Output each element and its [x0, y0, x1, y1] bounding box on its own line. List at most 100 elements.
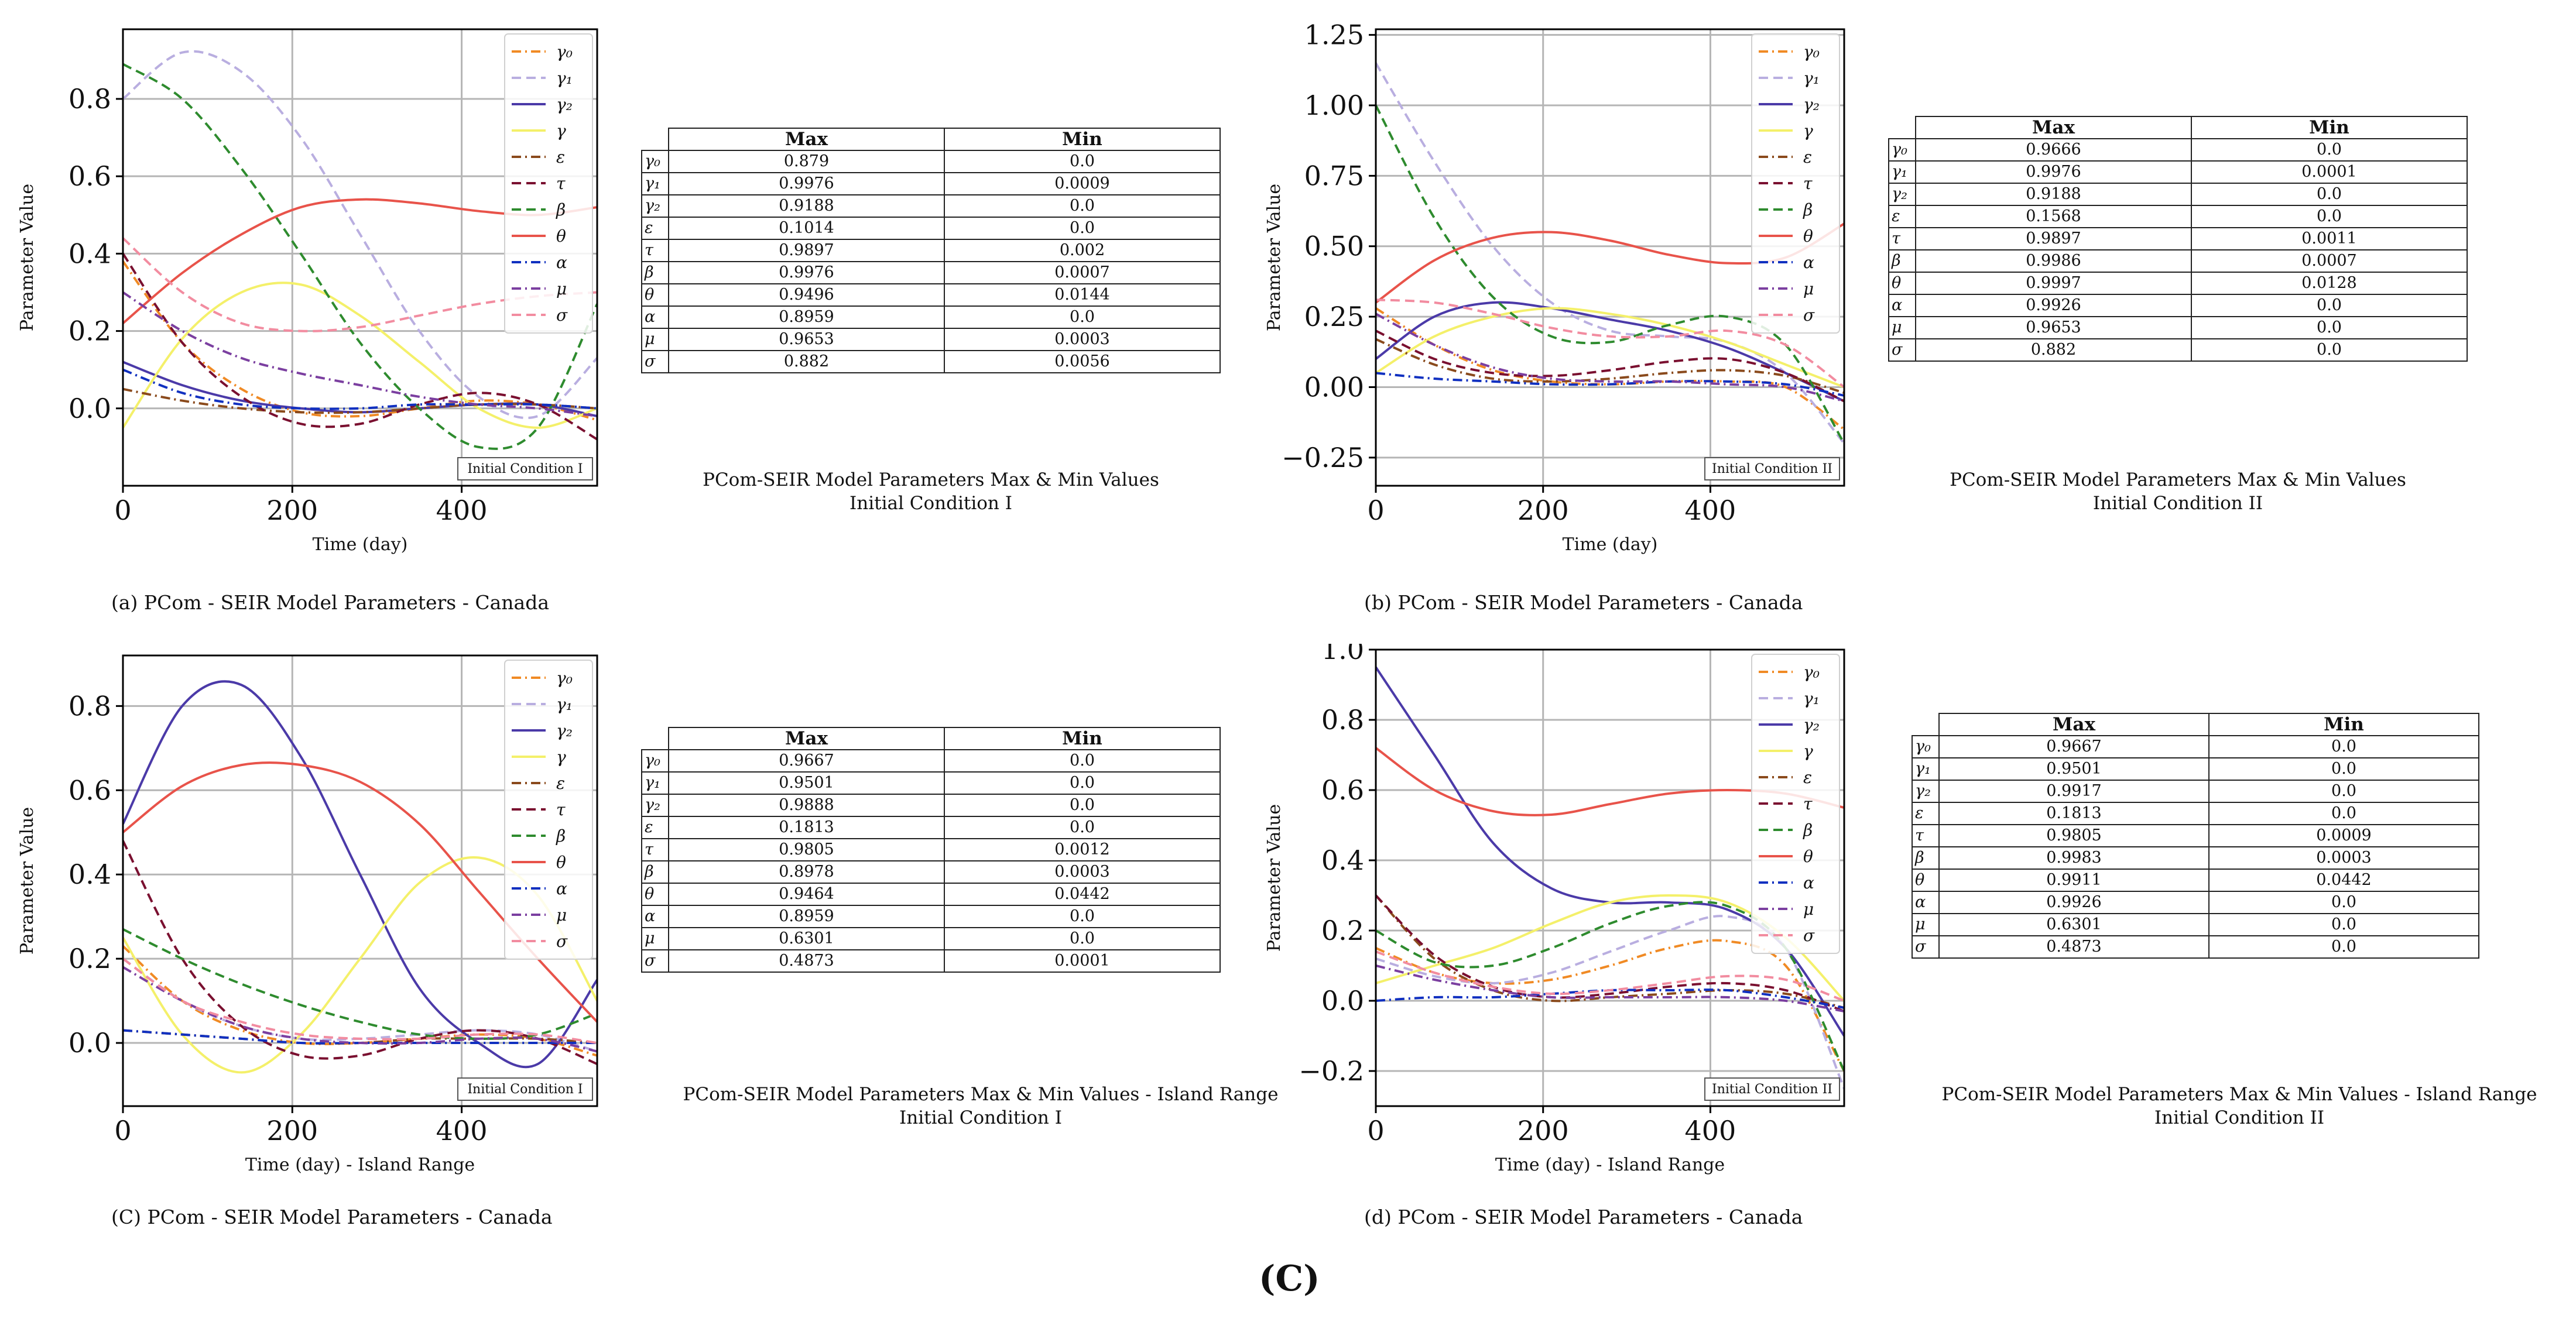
series-line: [1376, 939, 1844, 1072]
legend-label: τ: [556, 800, 566, 819]
min-value: 0.0003: [944, 860, 1221, 884]
x-tick-label: 0: [1367, 1115, 1384, 1146]
max-value: 0.4873: [1938, 935, 2210, 959]
min-value: 0.0: [944, 749, 1221, 773]
max-value: 0.9986: [1915, 249, 2192, 273]
y-tick-label: 0.4: [68, 238, 111, 269]
table-header-max: Max: [1938, 713, 2210, 736]
y-axis-label: Parameter Value: [17, 807, 37, 955]
x-tick-label: 200: [1517, 1115, 1569, 1146]
max-value: 0.9653: [668, 328, 945, 351]
table-header-min: Min: [2191, 116, 2468, 139]
y-tick-label: 1.0: [1321, 644, 1364, 665]
series-line: [1376, 915, 1844, 1089]
max-value: 0.9667: [668, 749, 945, 773]
series-line: [123, 945, 597, 1057]
parameter-symbol: θ: [1888, 272, 1916, 295]
parameter-symbol: γ₁: [641, 771, 669, 795]
condition-label: Initial Condition II: [1712, 462, 1832, 476]
legend-label: μ: [556, 279, 567, 298]
legend-label: ε: [1803, 147, 1812, 167]
series-line: [123, 63, 597, 450]
max-value: 0.1813: [1938, 802, 2210, 825]
legend-box: [1751, 33, 1840, 334]
legend-label: σ: [556, 932, 568, 951]
parameter-symbol: β: [641, 860, 669, 884]
series-line: [123, 368, 597, 410]
y-tick-label: 0.0: [68, 393, 111, 424]
legend-label: γ₂: [1803, 715, 1820, 734]
table-row: γ₀ 0.9666 0.0: [1888, 138, 2468, 162]
table-header-min: Min: [2208, 713, 2479, 736]
table-row: τ 0.9805 0.0009: [1912, 824, 2479, 847]
min-value: 0.0: [2191, 316, 2468, 339]
series-line: [1376, 105, 1844, 444]
chart-panel-b: 0 200 400 −0.25 0.00 0.25 0.50 0.75 1.00 1.25 Time…: [1264, 19, 1845, 555]
table-row: θ 0.9997 0.0128: [1888, 272, 2468, 295]
series-line: [1376, 301, 1844, 403]
legend-box: [504, 33, 593, 334]
max-value: 0.9496: [668, 283, 945, 307]
condition-label: Initial Condition I: [467, 1082, 583, 1097]
max-value: 0.9976: [1915, 160, 2192, 184]
table-row: σ 0.882 0.0: [1888, 338, 2468, 362]
min-value: 0.0128: [2191, 272, 2468, 295]
table-row: α 0.9926 0.0: [1912, 891, 2479, 914]
plot-frame: [1375, 648, 1845, 1107]
series-line: [1376, 372, 1844, 397]
condition-badge: [457, 457, 593, 480]
table-row: ε 0.1014 0.0: [641, 217, 1221, 240]
x-tick-label: 0: [1367, 495, 1384, 526]
y-tick-label: 0.00: [1304, 371, 1364, 403]
y-tick-label: 0.25: [1304, 301, 1364, 332]
legend-label: γ₂: [1803, 95, 1820, 114]
parameter-symbol: τ: [641, 239, 669, 262]
legend-label: γ: [556, 121, 566, 140]
x-tick-label: 0: [114, 1115, 131, 1146]
parameter-symbol: γ₀: [1888, 138, 1916, 162]
parameter-symbol: β: [1912, 846, 1940, 870]
series-line: [1376, 894, 1844, 1012]
table-corner: [642, 128, 669, 151]
min-value: 0.0144: [944, 283, 1221, 307]
parameter-symbol: μ: [1912, 913, 1940, 936]
legend-box: [1751, 654, 1840, 954]
parameter-symbol: μ: [641, 328, 669, 351]
legend-label: α: [1803, 253, 1814, 272]
legend-label: α: [556, 879, 567, 898]
y-tick-label: 0.8: [68, 83, 111, 115]
x-axis-label: Time (day): [1563, 534, 1658, 555]
parameter-symbol: σ: [1912, 935, 1940, 959]
chart-panel-c: 0 200 400 0.0 0.2 0.4 0.6 0.8 Time (day) - Islan…: [17, 654, 598, 1175]
min-value: 0.0003: [2208, 846, 2479, 870]
y-axis-label: Parameter Value: [1264, 184, 1284, 331]
y-tick-label: 0.4: [1321, 845, 1364, 876]
parameter-symbol: α: [641, 305, 669, 329]
min-value: 0.0: [2208, 802, 2479, 825]
series-group: [123, 50, 597, 450]
min-value: 0.0: [944, 927, 1221, 950]
max-value: 0.1813: [668, 816, 945, 839]
table-row: γ₀ 0.9667 0.0: [1912, 735, 2479, 758]
table-row: β 0.9983 0.0003: [1912, 846, 2479, 870]
table-header-row: Max Min: [642, 727, 1221, 750]
series-line: [123, 282, 597, 429]
legend-label: β: [1803, 821, 1813, 840]
series-line: [1376, 329, 1844, 403]
table-header-max: Max: [668, 727, 945, 750]
table-row: σ 0.4873 0.0001: [641, 949, 1221, 973]
parameter-symbol: α: [1912, 891, 1940, 914]
y-tick-label: 0.2: [1321, 915, 1364, 946]
legend-label: τ: [556, 174, 566, 193]
max-value: 0.9897: [1915, 227, 2192, 250]
y-tick-label: −0.25: [1282, 442, 1364, 473]
legend-label: γ: [1803, 742, 1813, 761]
min-value: 0.0: [2208, 780, 2479, 803]
legend-label: τ: [1803, 174, 1813, 193]
chart-panel-a: 0 200 400 0.0 0.2 0.4 0.6 0.8 Time (day) Paramete…: [17, 28, 598, 555]
min-value: 0.0: [2191, 205, 2468, 228]
min-value: 0.0: [944, 305, 1221, 329]
series-line: [1376, 313, 1844, 403]
table-caption-panel-b: PCom-SEIR Model Parameters Max & Min Val…: [1888, 468, 2468, 515]
min-value: 0.002: [944, 239, 1221, 262]
